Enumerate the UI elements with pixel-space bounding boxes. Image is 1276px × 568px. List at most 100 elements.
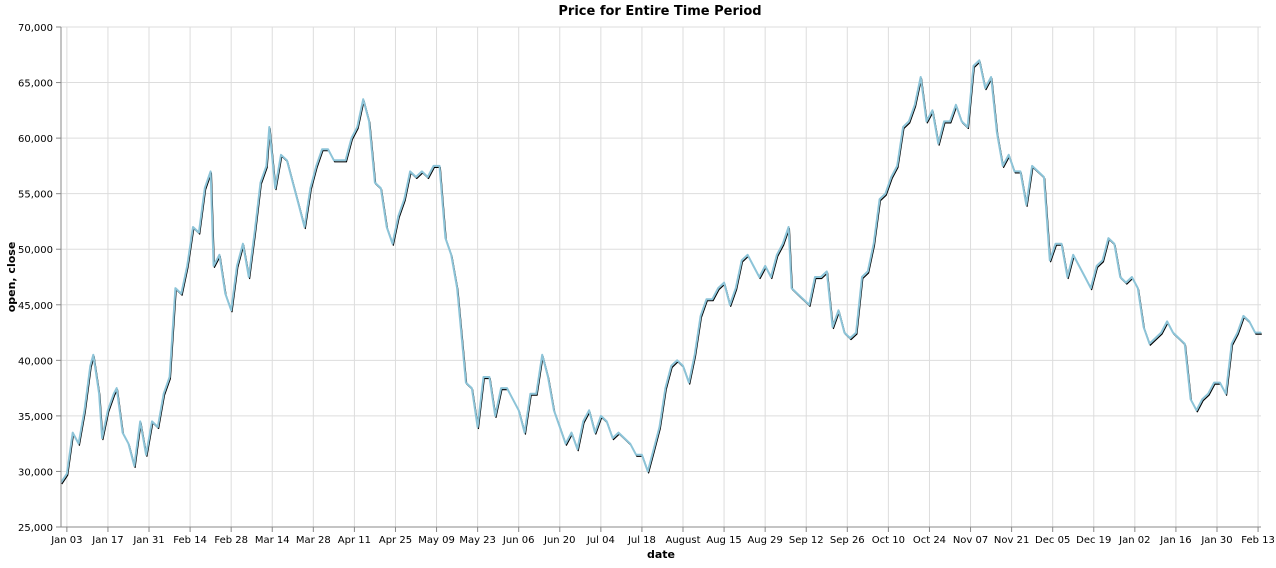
data-point bbox=[635, 454, 637, 456]
data-point bbox=[1037, 170, 1039, 173]
data-point bbox=[782, 243, 784, 245]
data-point bbox=[1131, 276, 1133, 278]
data-point bbox=[518, 409, 520, 411]
data-point bbox=[758, 276, 760, 278]
data-point bbox=[198, 231, 200, 234]
data-point bbox=[984, 87, 986, 89]
data-point bbox=[397, 215, 400, 217]
data-point bbox=[98, 393, 100, 395]
data-point bbox=[83, 409, 86, 411]
data-point bbox=[943, 120, 945, 123]
data-point bbox=[547, 376, 549, 378]
data-point bbox=[280, 154, 282, 156]
data-point bbox=[884, 193, 887, 195]
data-point bbox=[1213, 381, 1215, 384]
data-point bbox=[559, 426, 561, 428]
data-point bbox=[1195, 409, 1198, 411]
data-point bbox=[1060, 243, 1063, 245]
data-point bbox=[113, 393, 115, 395]
data-point bbox=[101, 437, 103, 439]
data-point bbox=[705, 298, 708, 300]
data-point bbox=[236, 265, 238, 267]
data-point bbox=[1084, 276, 1086, 278]
data-point bbox=[588, 409, 590, 411]
data-point bbox=[157, 426, 159, 428]
x-tick-label: Dec 19 bbox=[1076, 535, 1111, 546]
data-point bbox=[506, 387, 508, 389]
data-point bbox=[1096, 265, 1098, 267]
x-tick-label: Aug 15 bbox=[706, 535, 741, 546]
data-point bbox=[653, 448, 655, 450]
data-point bbox=[1002, 165, 1004, 167]
data-point bbox=[403, 198, 405, 200]
data-point bbox=[1025, 204, 1027, 206]
x-tick-label: Nov 21 bbox=[994, 535, 1029, 546]
data-point bbox=[849, 337, 851, 339]
data-point bbox=[477, 426, 479, 428]
data-point bbox=[344, 159, 347, 161]
data-point bbox=[949, 120, 951, 123]
x-axis-title: date bbox=[647, 548, 675, 561]
x-tick-label: Feb 14 bbox=[173, 535, 207, 546]
data-point bbox=[896, 165, 898, 167]
data-point bbox=[333, 159, 335, 161]
data-point bbox=[450, 254, 452, 256]
data-point bbox=[456, 287, 458, 289]
data-point bbox=[861, 276, 863, 278]
x-tick-label: Jan 16 bbox=[1159, 535, 1191, 546]
data-point bbox=[368, 120, 370, 123]
data-point bbox=[488, 376, 490, 378]
data-point bbox=[523, 431, 526, 434]
data-point bbox=[676, 359, 678, 361]
x-tick-label: Dec 05 bbox=[1035, 535, 1070, 546]
data-point bbox=[286, 159, 288, 161]
data-point bbox=[380, 187, 382, 189]
data-point bbox=[1137, 287, 1139, 289]
x-tick-label: Apr 25 bbox=[379, 535, 412, 546]
y-tick-label: 30,000 bbox=[18, 467, 53, 478]
data-point bbox=[204, 187, 206, 189]
data-point bbox=[594, 431, 596, 434]
data-point bbox=[837, 309, 840, 311]
data-point bbox=[1172, 331, 1174, 334]
data-point bbox=[606, 420, 608, 423]
data-point bbox=[482, 376, 485, 378]
data-point bbox=[174, 287, 177, 289]
data-point bbox=[72, 431, 74, 434]
data-point bbox=[688, 381, 690, 384]
data-point bbox=[541, 354, 543, 356]
data-point bbox=[752, 265, 755, 267]
x-tick-label: May 09 bbox=[418, 535, 455, 546]
data-point bbox=[494, 415, 496, 417]
data-point bbox=[582, 420, 584, 423]
data-point bbox=[682, 365, 684, 367]
data-point bbox=[438, 165, 441, 167]
data-point bbox=[920, 76, 922, 78]
data-point bbox=[1119, 276, 1121, 278]
data-point bbox=[163, 393, 165, 395]
x-tick-label: Jul 18 bbox=[627, 535, 656, 546]
data-point bbox=[1207, 393, 1209, 395]
data-point bbox=[565, 443, 567, 445]
data-point bbox=[1066, 276, 1068, 278]
data-point bbox=[1049, 259, 1051, 261]
data-point bbox=[66, 473, 68, 475]
data-point bbox=[826, 270, 828, 273]
x-tick-label: May 23 bbox=[459, 535, 496, 546]
data-point bbox=[711, 298, 713, 300]
data-point bbox=[1148, 343, 1151, 345]
x-tick-label: Feb 28 bbox=[214, 535, 248, 546]
data-point bbox=[259, 181, 262, 184]
data-point bbox=[415, 176, 417, 178]
data-point bbox=[535, 393, 537, 395]
y-tick-label: 55,000 bbox=[18, 190, 53, 201]
data-point bbox=[122, 431, 124, 434]
x-tick-label: Jun 20 bbox=[543, 535, 576, 546]
y-tick-label: 25,000 bbox=[18, 523, 53, 534]
data-point bbox=[421, 170, 423, 173]
data-point bbox=[694, 354, 696, 356]
data-point bbox=[168, 376, 171, 378]
x-axis: Jan 03 Jan 17 Jan 31 Feb 14 Feb 28 Mar 14 Mar … bbox=[50, 526, 1275, 546]
data-point bbox=[303, 226, 306, 228]
